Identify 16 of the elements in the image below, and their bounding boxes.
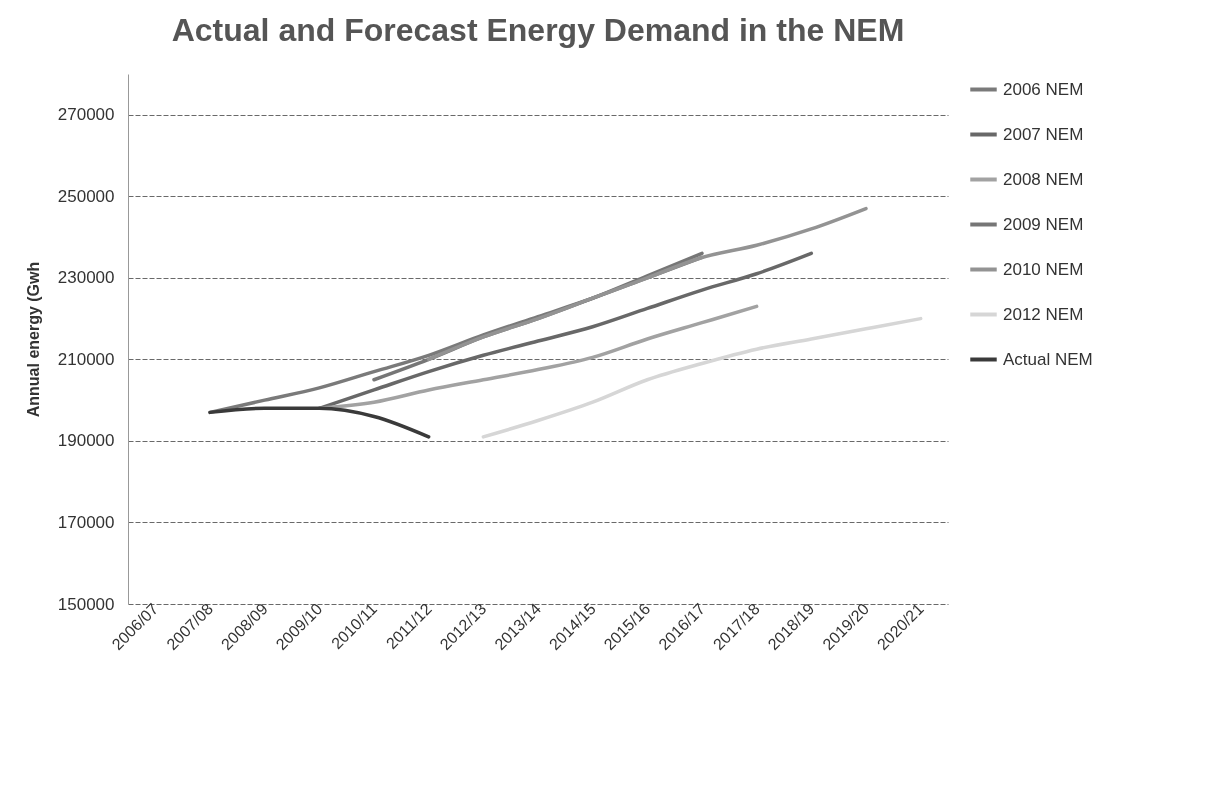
y-tick-label: 190000 bbox=[57, 431, 115, 451]
legend-label: 2008 NEM bbox=[1003, 169, 1084, 189]
legend-label: Actual NEM bbox=[1003, 349, 1093, 369]
y-tick-label: 270000 bbox=[57, 105, 115, 125]
legend-label: 2009 NEM bbox=[1003, 214, 1084, 234]
y-tick-label: 150000 bbox=[57, 594, 115, 614]
y-tick-label: 170000 bbox=[57, 512, 115, 532]
legend-label: 2012 NEM bbox=[1003, 304, 1084, 324]
chart-title: Actual and Forecast Energy Demand in the NEM bbox=[171, 12, 905, 48]
legend-label: 2006 NEM bbox=[1003, 79, 1084, 99]
legend-label: 2010 NEM bbox=[1003, 259, 1084, 279]
y-tick-label: 250000 bbox=[57, 186, 115, 206]
y-tick-label: 230000 bbox=[57, 268, 115, 288]
legend-label: 2007 NEM bbox=[1003, 124, 1084, 144]
y-tick-label: 210000 bbox=[57, 349, 115, 369]
y-axis-title: Annual energy (Gwh bbox=[24, 261, 42, 418]
